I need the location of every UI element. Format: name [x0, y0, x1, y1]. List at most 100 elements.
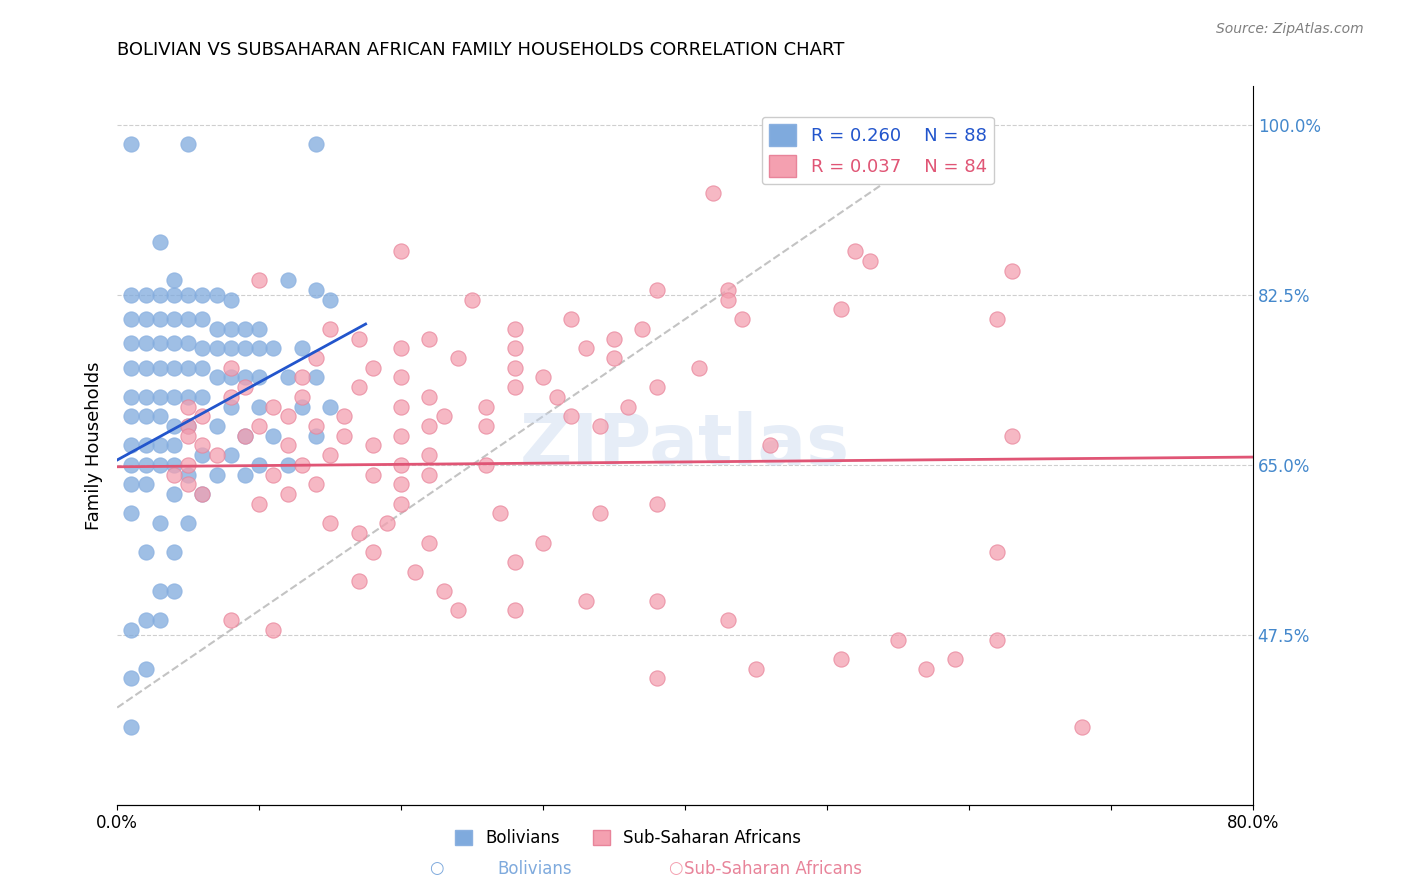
Point [163, 487, 186, 501]
Point [389, 458, 412, 472]
Point [247, 322, 270, 336]
Point [347, 380, 370, 394]
Point [247, 273, 270, 287]
Point [645, 672, 668, 686]
Point [135, 662, 157, 676]
Point [375, 516, 398, 530]
Point [503, 322, 526, 336]
Point [531, 535, 554, 549]
Point [191, 409, 214, 424]
Text: Bolivians: Bolivians [496, 860, 572, 878]
Point [177, 288, 200, 302]
Point [149, 390, 172, 404]
Point [688, 360, 710, 375]
Point [1071, 720, 1094, 734]
Point [305, 283, 328, 297]
Point [645, 594, 668, 608]
Point [135, 613, 157, 627]
Point [986, 545, 1008, 559]
Point [177, 137, 200, 152]
Point [1000, 263, 1022, 277]
Point [645, 283, 668, 297]
Point [163, 584, 186, 599]
Point [503, 603, 526, 617]
Point [1000, 428, 1022, 442]
Point [489, 507, 512, 521]
Point [120, 672, 142, 686]
Point [830, 652, 852, 666]
Point [149, 336, 172, 351]
Point [560, 409, 582, 424]
Point [716, 293, 738, 307]
Point [745, 662, 768, 676]
Point [135, 477, 157, 491]
Point [447, 351, 470, 365]
Point [305, 477, 328, 491]
Point [135, 360, 157, 375]
Point [361, 438, 384, 452]
Point [247, 458, 270, 472]
Point [205, 322, 228, 336]
Point [191, 448, 214, 462]
Point [177, 360, 200, 375]
Point [262, 467, 284, 482]
Legend: R = 0.260    N = 88, R = 0.037    N = 84: R = 0.260 N = 88, R = 0.037 N = 84 [762, 117, 994, 185]
Point [575, 341, 598, 355]
Point [149, 584, 172, 599]
Point [503, 341, 526, 355]
Point [333, 409, 356, 424]
Point [219, 448, 242, 462]
Point [163, 288, 186, 302]
Point [389, 341, 412, 355]
Point [247, 370, 270, 384]
Point [887, 632, 910, 647]
Point [205, 341, 228, 355]
Text: ○: ○ [668, 859, 682, 877]
Point [177, 467, 200, 482]
Point [262, 341, 284, 355]
Point [319, 400, 342, 414]
Point [546, 390, 568, 404]
Point [418, 467, 440, 482]
Point [319, 516, 342, 530]
Point [716, 283, 738, 297]
Point [560, 312, 582, 326]
Text: Source: ZipAtlas.com: Source: ZipAtlas.com [1216, 22, 1364, 37]
Point [149, 312, 172, 326]
Point [191, 390, 214, 404]
Point [177, 458, 200, 472]
Point [389, 497, 412, 511]
Point [120, 336, 142, 351]
Point [135, 438, 157, 452]
Point [389, 400, 412, 414]
Point [347, 574, 370, 589]
Point [135, 390, 157, 404]
Point [986, 632, 1008, 647]
Point [120, 438, 142, 452]
Point [120, 409, 142, 424]
Point [447, 603, 470, 617]
Point [731, 312, 754, 326]
Point [433, 409, 456, 424]
Point [233, 380, 256, 394]
Point [503, 380, 526, 394]
Point [149, 409, 172, 424]
Point [120, 623, 142, 637]
Text: Sub-Saharan Africans: Sub-Saharan Africans [685, 860, 862, 878]
Point [986, 312, 1008, 326]
Point [262, 428, 284, 442]
Point [433, 584, 456, 599]
Point [389, 370, 412, 384]
Point [277, 273, 299, 287]
Point [177, 312, 200, 326]
Point [291, 370, 314, 384]
Point [617, 400, 640, 414]
Text: ○: ○ [429, 859, 443, 877]
Point [219, 613, 242, 627]
Point [262, 623, 284, 637]
Point [277, 458, 299, 472]
Point [319, 322, 342, 336]
Point [135, 409, 157, 424]
Point [205, 419, 228, 434]
Point [205, 370, 228, 384]
